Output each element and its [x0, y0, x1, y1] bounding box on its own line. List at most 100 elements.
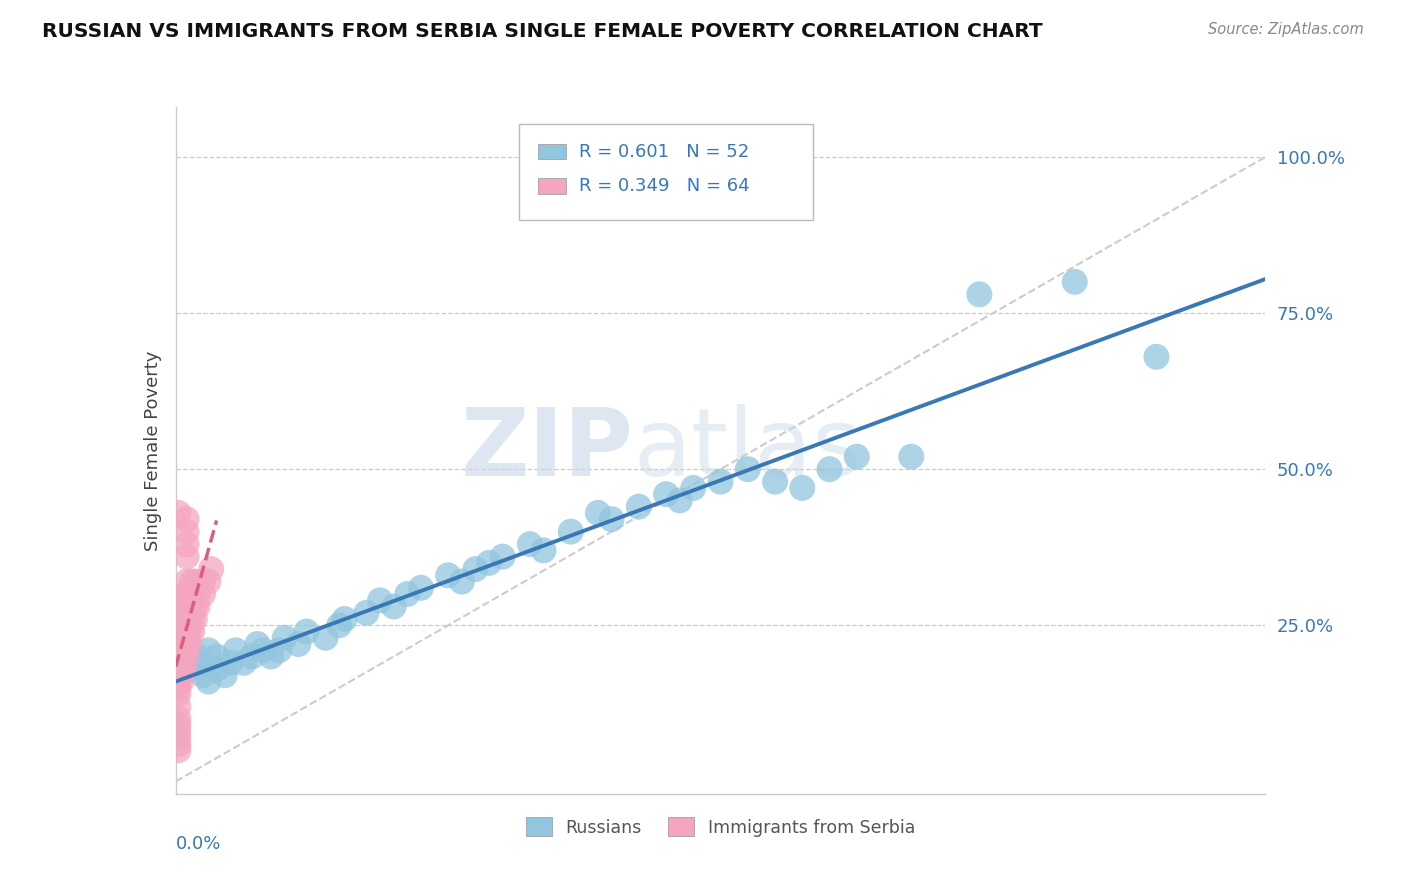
Point	[167, 668, 190, 682]
Point	[176, 637, 198, 651]
Text: atlas: atlas	[633, 404, 862, 497]
Point	[214, 668, 236, 682]
Text: RUSSIAN VS IMMIGRANTS FROM SERBIA SINGLE FEMALE POVERTY CORRELATION CHART: RUSSIAN VS IMMIGRANTS FROM SERBIA SINGLE…	[42, 22, 1043, 41]
Point	[170, 624, 193, 639]
Point	[167, 743, 190, 757]
Point	[205, 649, 228, 664]
Point	[710, 475, 733, 489]
FancyBboxPatch shape	[537, 145, 567, 160]
Point	[170, 662, 193, 676]
Point	[682, 481, 704, 495]
Point	[269, 643, 291, 657]
Point	[173, 599, 195, 614]
Point	[179, 599, 201, 614]
Point	[519, 537, 541, 551]
Text: R = 0.349   N = 64: R = 0.349 N = 64	[579, 177, 749, 195]
Point	[409, 581, 432, 595]
Point	[167, 699, 190, 714]
Point	[655, 487, 678, 501]
Point	[191, 668, 214, 682]
Point	[492, 549, 515, 564]
Point	[176, 512, 198, 526]
Point	[167, 506, 190, 520]
Point	[600, 512, 623, 526]
Point	[295, 624, 318, 639]
Point	[396, 587, 419, 601]
Y-axis label: Single Female Poverty: Single Female Poverty	[143, 351, 162, 550]
Point	[167, 624, 190, 639]
Point	[170, 637, 193, 651]
Point	[219, 656, 242, 670]
Point	[464, 562, 486, 576]
Point	[197, 643, 219, 657]
Point	[328, 618, 350, 632]
Point	[167, 612, 190, 626]
Point	[356, 606, 378, 620]
Point	[627, 500, 650, 514]
Point	[845, 450, 868, 464]
Point	[181, 612, 204, 626]
Point	[437, 568, 460, 582]
Point	[176, 537, 198, 551]
Point	[167, 718, 190, 732]
Point	[205, 662, 228, 676]
Point	[176, 624, 198, 639]
FancyBboxPatch shape	[537, 178, 567, 194]
Point	[167, 631, 190, 645]
Text: 0.0%: 0.0%	[176, 835, 221, 853]
Point	[186, 599, 209, 614]
Point	[197, 674, 219, 689]
Point	[382, 599, 405, 614]
Point	[176, 612, 198, 626]
Point	[167, 606, 190, 620]
Point	[176, 649, 198, 664]
Point	[179, 612, 201, 626]
Point	[181, 587, 204, 601]
Point	[181, 624, 204, 639]
Point	[818, 462, 841, 476]
Point	[533, 543, 555, 558]
Point	[333, 612, 356, 626]
Point	[900, 450, 922, 464]
Point	[173, 587, 195, 601]
Point	[260, 649, 283, 664]
Point	[184, 612, 207, 626]
Point	[186, 649, 209, 664]
Point	[176, 587, 198, 601]
Point	[176, 574, 198, 589]
Point	[792, 481, 814, 495]
Point	[173, 612, 195, 626]
Point	[167, 737, 190, 751]
Text: R = 0.601   N = 52: R = 0.601 N = 52	[579, 143, 749, 161]
Point	[167, 687, 190, 701]
Point	[167, 681, 190, 695]
Point	[246, 637, 269, 651]
Point	[969, 287, 991, 301]
Point	[173, 624, 195, 639]
Point	[450, 574, 472, 589]
Point	[232, 656, 254, 670]
Point	[167, 712, 190, 726]
Point	[184, 599, 207, 614]
Point	[167, 618, 190, 632]
Point	[179, 637, 201, 651]
Point	[274, 631, 297, 645]
Point	[191, 587, 214, 601]
Point	[179, 624, 201, 639]
Point	[170, 674, 193, 689]
Point	[737, 462, 759, 476]
Point	[668, 493, 690, 508]
Point	[179, 662, 201, 676]
Point	[173, 649, 195, 664]
Point	[1063, 275, 1085, 289]
Point	[167, 731, 190, 745]
Point	[315, 631, 337, 645]
Point	[167, 724, 190, 739]
Point	[167, 643, 190, 657]
Point	[184, 574, 207, 589]
Point	[181, 574, 204, 589]
Point	[240, 649, 263, 664]
Point	[763, 475, 786, 489]
Point	[586, 506, 609, 520]
Text: ZIP: ZIP	[461, 404, 633, 497]
